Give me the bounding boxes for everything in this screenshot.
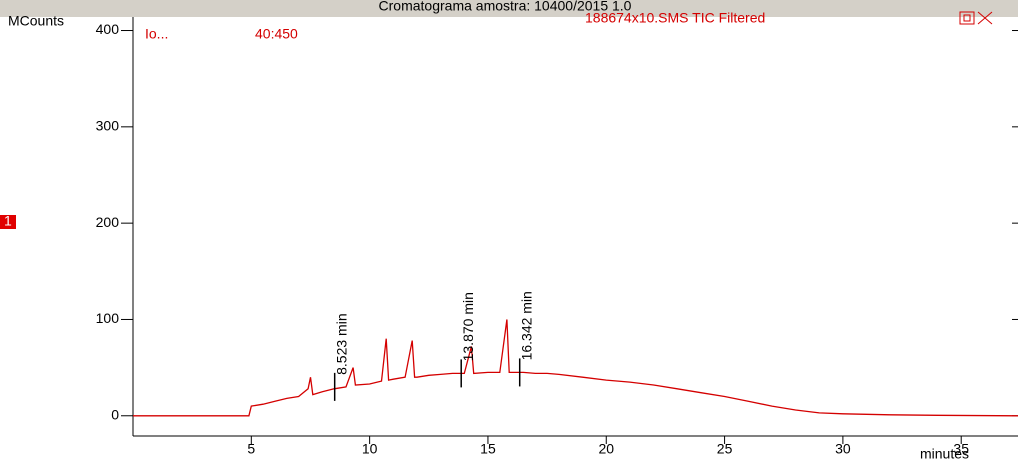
- segment-marker-box: [0, 215, 16, 229]
- peak-label: 13.870 min: [460, 292, 476, 361]
- restore-icon[interactable]: [959, 11, 975, 25]
- y-tick-label: 200: [96, 214, 120, 230]
- title-bar: [0, 0, 1018, 17]
- peak-label: 8.523 min: [333, 313, 349, 374]
- x-tick-label: 25: [717, 441, 733, 457]
- plot-bg: [0, 17, 1018, 462]
- close-icon[interactable]: [977, 11, 993, 25]
- x-tick-label: 35: [953, 441, 969, 457]
- y-tick-label: 300: [96, 118, 120, 134]
- segment-marker: 1: [4, 213, 12, 229]
- peak-label: 16.342 min: [518, 291, 534, 360]
- x-tick-label: 15: [480, 441, 496, 457]
- x-tick-label: 20: [598, 441, 614, 457]
- restore-icon-inner: [963, 14, 971, 22]
- x-tick-label: 10: [362, 441, 378, 457]
- y-axis-label: MCounts: [8, 13, 64, 29]
- trace-label: Io...: [145, 26, 168, 42]
- x-tick-label: 30: [835, 441, 851, 457]
- trace-line: [133, 319, 1018, 417]
- x-tick-label: 5: [247, 441, 255, 457]
- y-tick-label: 400: [96, 21, 120, 37]
- chart-title: Cromatograma amostra: 10400/2015 1.0: [379, 0, 632, 14]
- mass-range: 40:450: [255, 26, 298, 42]
- x-axis-label: minutes: [920, 446, 969, 462]
- y-tick-label: 0: [111, 406, 119, 422]
- trace-name: 188674x10.SMS TIC Filtered: [585, 10, 765, 26]
- y-tick-label: 100: [96, 310, 120, 326]
